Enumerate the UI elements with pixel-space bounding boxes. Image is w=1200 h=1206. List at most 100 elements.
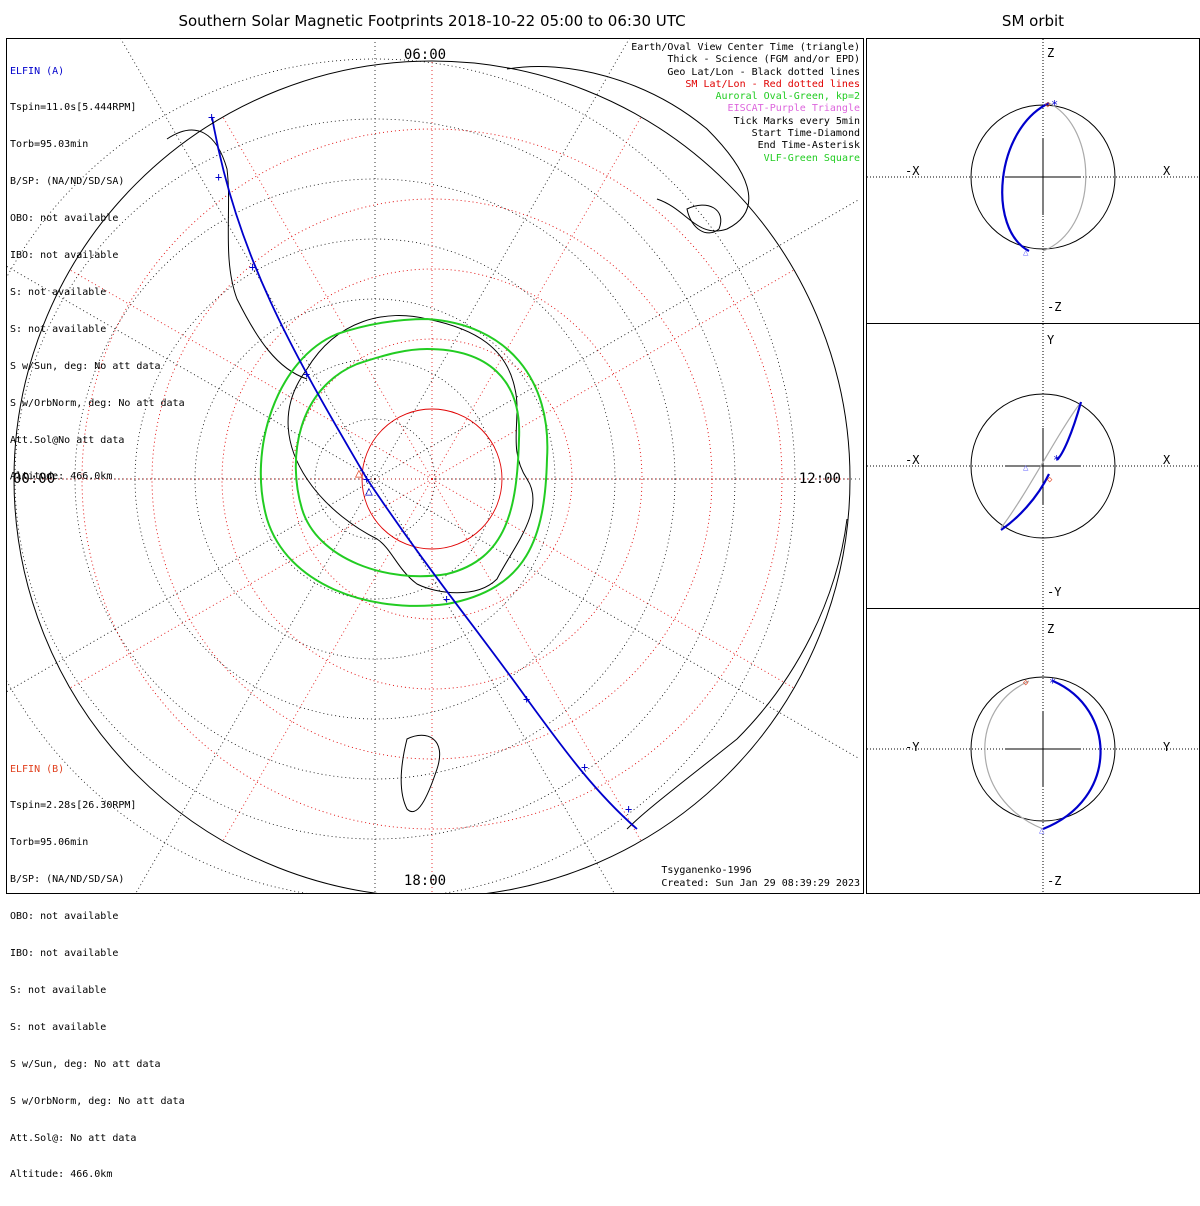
- legend-entry: Auroral Oval-Green, kp=2: [715, 91, 861, 103]
- geo-meridian: [120, 39, 376, 480]
- track-tick-mark: +: [363, 472, 370, 486]
- orbit-panel-yz: ◇ * △ Z -Z -Y Y: [866, 608, 1200, 894]
- axis-label-top: Y: [1047, 333, 1055, 347]
- time-label-right: 12:00: [799, 471, 841, 487]
- sm-meridian: [431, 478, 642, 842]
- start-diamond: ◇: [1023, 678, 1029, 688]
- elfin-b-line: Att.Sol@: No att data: [10, 1132, 137, 1144]
- coastline: [400, 734, 441, 812]
- earth-circle: [970, 393, 1116, 539]
- orbit-b-path: [984, 680, 1044, 830]
- elfin-a-info: ELFIN (A) Tspin=11.0s[5.444RPM] Torb=95.…: [10, 41, 185, 508]
- elfin-b-line: Altitude: 466.0km: [10, 1169, 113, 1181]
- sm-latitude-circle: [361, 408, 503, 550]
- elfin-a-name: ELFIN (A): [10, 65, 65, 77]
- elfin-b-info: ELFIN (B) Tspin=2.28s[26.30RPM] Torb=95.…: [10, 739, 185, 1206]
- elfin-a-line: S w/Sun, deg: No att data: [10, 360, 161, 372]
- geo-grid: [7, 39, 863, 893]
- legend-entry: EISCAT-Purple Triangle: [727, 103, 860, 115]
- axis-label-bottom: -Z: [1047, 874, 1061, 888]
- elfin-b-line: B/SP: (NA/ND/SD/SA): [10, 874, 125, 886]
- map-outer-circle: [13, 60, 851, 893]
- elfin-b-line: IBO: not available: [10, 948, 119, 960]
- track-tick-mark: +: [249, 260, 256, 274]
- track-tick-mark: +: [581, 760, 588, 774]
- footprint-map-frame: + + + + + + + + + △ △ 06:00 00:00 12:00 18:00 ELFI…: [6, 38, 864, 1180]
- model-label: Tsyganenko-1996: [661, 865, 752, 877]
- center-triangle: △: [1039, 826, 1045, 836]
- orbit-a-path: [1000, 401, 1083, 531]
- legend-entry: Thick - Science (FGM and/or EPD): [667, 54, 860, 66]
- elfin-a-line: S: not available: [10, 323, 107, 335]
- coastline: [626, 518, 848, 830]
- coastline: [506, 66, 750, 232]
- sm-grid: [14, 61, 850, 893]
- center-triangle: △: [1023, 463, 1029, 473]
- sm-meridian: [431, 269, 795, 480]
- sm-meridian: [222, 116, 433, 480]
- sm-latitude-circle: [81, 128, 783, 830]
- elfin-a-line: Att.Sol@No att data: [10, 434, 125, 446]
- elfin-b-line: S w/OrbNorm, deg: No att data: [10, 1095, 185, 1107]
- legend: Earth/Oval View Center Time (triangle) T…: [631, 42, 860, 165]
- axis-label-right: Y: [1163, 740, 1171, 754]
- elfin-a-line: Tspin=11.0s[5.444RPM]: [10, 102, 137, 114]
- end-asterisk: *: [1051, 98, 1058, 112]
- axis-label-right: X: [1163, 164, 1171, 178]
- auroral-ovals: [259, 317, 549, 607]
- orbit-b-path: [1000, 401, 1082, 529]
- auroral-oval-inner: [294, 347, 521, 578]
- elfin-b-line: S: not available: [10, 1021, 107, 1033]
- orbit-a-path: [1042, 679, 1102, 831]
- track-tick-mark: +: [208, 110, 215, 124]
- legend-entry: Earth/Oval View Center Time (triangle): [631, 42, 860, 53]
- elfin-b-line: Tspin=2.28s[26.30RPM]: [10, 800, 137, 812]
- orbit-plot-yz: ◇ * △ Z -Z -Y Y: [867, 609, 1199, 893]
- axis-label-left: -Y: [905, 740, 920, 754]
- time-label-top: 06:00: [404, 47, 446, 63]
- orbit-plot-xy: * ◇ △ Y -Y -X X: [867, 324, 1199, 608]
- legend-entry: Tick Marks every 5min: [733, 115, 860, 127]
- legend-entry: Geo Lat/Lon - Black dotted lines: [667, 66, 860, 78]
- orbit-a-path: [1001, 102, 1050, 252]
- plot-title: Southern Solar Magnetic Footprints 2018-…: [178, 12, 686, 30]
- axis-label-left: -X: [905, 164, 920, 178]
- sm-meridian: [431, 478, 795, 689]
- geo-meridian: [7, 478, 376, 692]
- orbit-plot-xz: ◇ * △ Z -Z -X X: [867, 39, 1199, 323]
- sm-meridian: [431, 116, 642, 480]
- elfin-b-line: S: not available: [10, 984, 107, 996]
- sm-meridian: [69, 478, 433, 689]
- track-tick-mark: +: [443, 592, 450, 606]
- end-asterisk: *: [1049, 676, 1056, 690]
- axis-label-bottom: -Y: [1047, 585, 1062, 599]
- axis-label-top: Z: [1047, 622, 1054, 636]
- elfin-a-line: S w/OrbNorm, deg: No att data: [10, 397, 185, 409]
- footer: Tsyganenko-1996 Created: Sun Jan 29 08:3…: [661, 865, 860, 890]
- axis-label-bottom: -Z: [1047, 300, 1061, 314]
- auroral-oval-outer: [259, 317, 549, 607]
- coastlines: [166, 66, 848, 830]
- legend-entry: VLF-Green Square: [763, 152, 860, 164]
- geo-meridian: [374, 478, 861, 760]
- coastline: [686, 204, 722, 234]
- track-tick-mark: +: [523, 692, 530, 706]
- axis-label-top: Z: [1047, 46, 1054, 60]
- orbit-title: SM orbit: [1001, 12, 1065, 30]
- start-diamond: ◇: [1047, 475, 1053, 485]
- elfin-a-line: Torb=95.03min: [10, 139, 89, 151]
- geo-meridian: [374, 198, 861, 480]
- coastline: [166, 129, 308, 380]
- time-label-left: 00:00: [13, 471, 55, 487]
- elfin-a-line: B/SP: (NA/ND/SD/SA): [10, 176, 125, 188]
- elfin-a-line: OBO: not available: [10, 213, 119, 225]
- center-triangle: △: [1023, 248, 1029, 258]
- orbit-b-path: [1042, 102, 1087, 252]
- end-asterisk: *: [1053, 453, 1060, 467]
- coastline: [287, 315, 534, 594]
- sm-latitude-circle: [221, 268, 643, 690]
- elfin-a-line: S: not available: [10, 286, 107, 298]
- track-tick-mark: +: [303, 367, 310, 381]
- elfin-a-line: Altitude: 466.0km: [10, 471, 113, 483]
- time-label-bottom: 18:00: [404, 873, 446, 889]
